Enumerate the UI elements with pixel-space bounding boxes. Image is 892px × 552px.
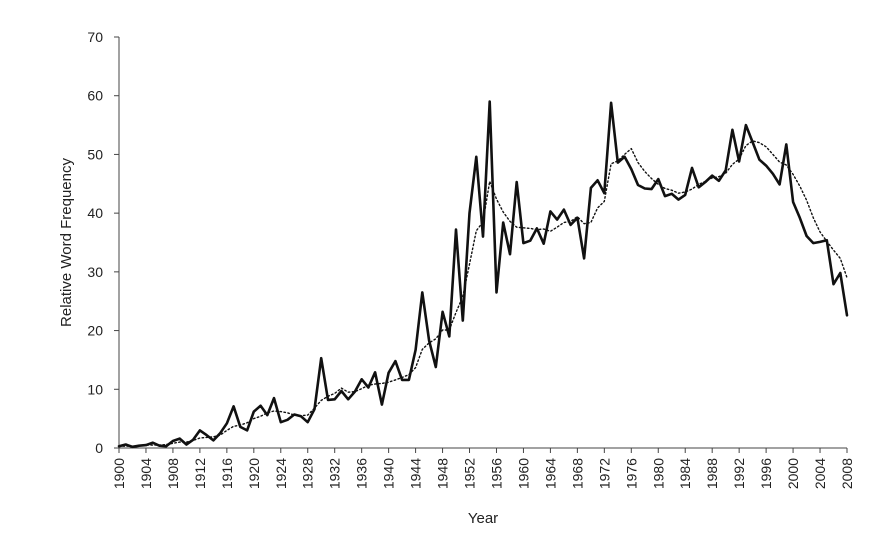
x-tick-label: 1908	[165, 458, 181, 489]
trend-line-dotted	[118, 140, 848, 447]
x-tick-label: 1956	[488, 458, 504, 489]
x-tick-label: 1968	[569, 458, 585, 489]
x-tick-label: 1988	[704, 458, 720, 489]
x-tick-label: 1924	[273, 458, 289, 489]
x-tick-label: 2008	[839, 458, 855, 489]
x-tick-label: 1940	[381, 458, 397, 489]
data-line-solid	[117, 100, 849, 449]
y-tick-label: 50	[87, 146, 103, 162]
x-tick-label: 1972	[596, 458, 612, 489]
series-layer	[117, 100, 849, 449]
y-tick-label: 10	[87, 381, 103, 397]
x-tick-label: 1980	[650, 458, 666, 489]
x-tick-label: 1916	[219, 458, 235, 489]
x-tick-label: 1928	[300, 458, 316, 489]
x-tick-label: 1996	[758, 458, 774, 489]
x-tick-label: 1952	[462, 458, 478, 489]
x-tick-label: 1948	[435, 458, 451, 489]
y-tick-label: 20	[87, 323, 103, 339]
y-axis-title: Relative Word Frequency	[58, 158, 75, 327]
x-tick-label: 1960	[515, 458, 531, 489]
x-axis-ticks: 1900 1904 1908 1912 1916 1920 1924 1928 1932 1936…	[111, 448, 855, 489]
y-tick-label: 0	[95, 440, 103, 456]
x-tick-label: 1936	[354, 458, 370, 489]
y-tick-label: 40	[87, 205, 103, 221]
y-axis-ticks: 0 10 20 30 40 50 60 70	[87, 29, 119, 456]
x-tick-label: 2000	[785, 458, 801, 489]
x-tick-label: 1984	[677, 458, 693, 489]
y-tick-label: 30	[87, 264, 103, 280]
x-tick-label: 1912	[192, 458, 208, 489]
y-tick-label: 60	[87, 88, 103, 104]
x-tick-label: 1920	[246, 458, 262, 489]
x-tick-label: 1900	[111, 458, 127, 489]
x-tick-label: 1992	[731, 458, 747, 489]
x-tick-label: 1932	[327, 458, 343, 489]
x-tick-label: 1904	[138, 458, 154, 489]
x-tick-label: 1964	[542, 458, 558, 489]
x-tick-label: 1976	[623, 458, 639, 489]
x-axis-title: Year	[468, 510, 498, 527]
x-tick-label: 2004	[812, 458, 828, 489]
x-tick-label: 1944	[408, 458, 424, 489]
y-tick-label: 70	[87, 29, 103, 45]
